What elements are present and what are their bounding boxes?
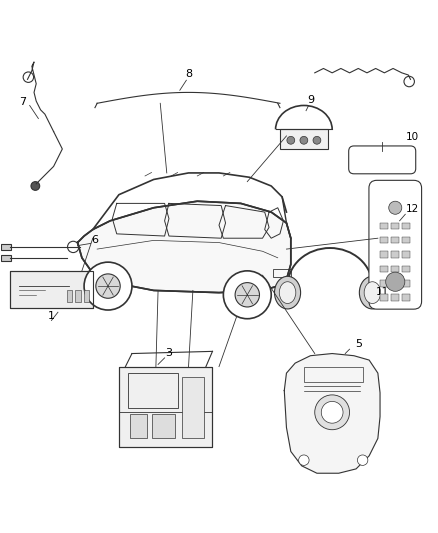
Polygon shape <box>284 353 380 473</box>
Bar <box>127 373 178 408</box>
Bar <box>10 271 93 308</box>
Bar <box>391 223 399 229</box>
Bar <box>402 280 410 287</box>
Bar <box>182 377 204 439</box>
Ellipse shape <box>364 282 381 303</box>
Bar <box>119 367 212 447</box>
Polygon shape <box>78 201 291 293</box>
Bar <box>381 251 389 258</box>
Circle shape <box>389 201 402 214</box>
Circle shape <box>96 274 120 298</box>
Text: 8: 8 <box>185 69 192 79</box>
Text: 10: 10 <box>406 132 419 142</box>
FancyBboxPatch shape <box>369 180 422 309</box>
Ellipse shape <box>275 276 300 309</box>
Circle shape <box>386 272 405 292</box>
Bar <box>402 294 410 301</box>
Text: 1: 1 <box>48 311 55 321</box>
Bar <box>1 244 11 250</box>
Bar <box>280 130 328 149</box>
Bar <box>119 367 212 447</box>
Circle shape <box>235 282 259 307</box>
Circle shape <box>31 182 40 190</box>
Bar <box>391 237 399 244</box>
Circle shape <box>299 455 309 465</box>
Bar <box>304 367 363 382</box>
Text: 3: 3 <box>166 348 173 358</box>
Bar <box>381 223 389 229</box>
Circle shape <box>287 136 295 144</box>
Circle shape <box>313 136 321 144</box>
Bar <box>402 223 410 229</box>
Bar <box>130 415 147 439</box>
Bar <box>381 237 389 244</box>
Bar <box>391 265 399 272</box>
Text: 9: 9 <box>307 95 314 106</box>
Circle shape <box>67 241 79 253</box>
Circle shape <box>23 72 34 83</box>
Circle shape <box>300 136 308 144</box>
Text: 5: 5 <box>355 339 362 349</box>
Bar <box>273 269 291 277</box>
Bar <box>10 271 93 308</box>
Text: 11: 11 <box>375 287 389 297</box>
Bar <box>152 415 176 439</box>
Bar <box>402 237 410 244</box>
Circle shape <box>321 401 343 423</box>
Bar <box>381 280 389 287</box>
Circle shape <box>84 262 132 310</box>
Bar <box>75 290 81 302</box>
FancyBboxPatch shape <box>349 146 416 174</box>
Bar <box>381 265 389 272</box>
Ellipse shape <box>359 276 385 309</box>
Bar <box>391 251 399 258</box>
Bar <box>402 265 410 272</box>
Text: 12: 12 <box>406 204 419 214</box>
Circle shape <box>315 395 350 430</box>
Bar <box>67 290 72 302</box>
Circle shape <box>357 455 368 465</box>
Bar <box>391 280 399 287</box>
Bar <box>381 294 389 301</box>
Bar <box>1 255 11 261</box>
Circle shape <box>223 271 271 319</box>
Bar <box>84 290 89 302</box>
Bar <box>391 294 399 301</box>
Bar <box>402 251 410 258</box>
Ellipse shape <box>279 282 296 303</box>
Circle shape <box>404 76 414 87</box>
Text: 6: 6 <box>92 235 99 245</box>
Text: 7: 7 <box>20 98 27 108</box>
